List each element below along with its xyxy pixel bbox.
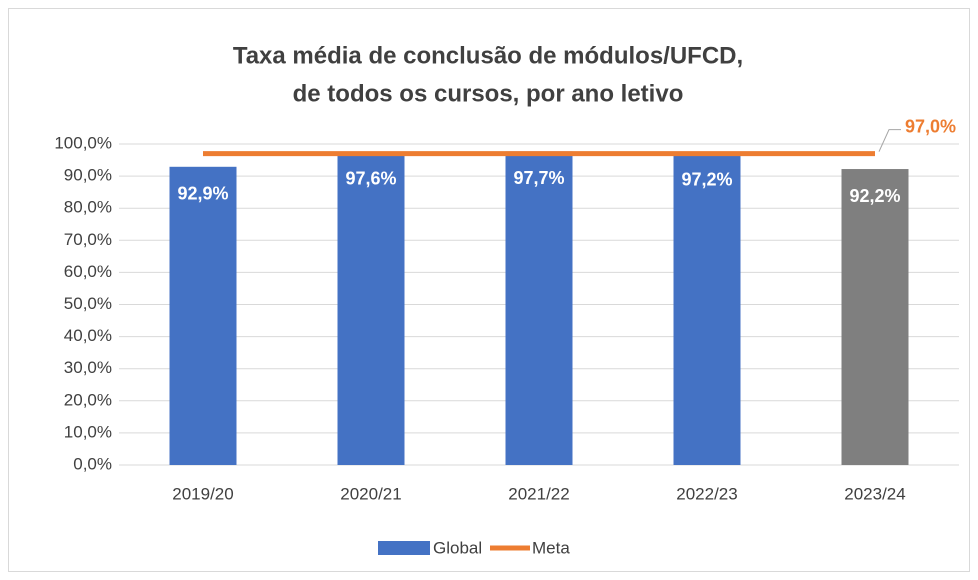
bar [337,151,405,466]
legend-swatch [378,541,430,555]
y-tick-label: 0,0% [73,454,112,473]
legend-label: Meta [532,538,570,557]
x-tick-label: 2022/23 [676,484,737,503]
y-tick-label: 30,0% [64,358,112,377]
y-tick-label: 90,0% [64,166,112,185]
x-tick-label: 2019/20 [172,484,233,503]
y-tick-label: 60,0% [64,262,112,281]
bar [169,166,237,465]
chart-title: de todos os cursos, por ano letivo [293,80,684,107]
legend-label: Global [433,538,482,557]
data-label: 92,9% [177,184,228,204]
y-tick-label: 70,0% [64,230,112,249]
y-tick-label: 10,0% [64,422,112,441]
y-tick-label: 20,0% [64,390,112,409]
data-label: 92,2% [849,186,900,206]
y-tick-label: 100,0% [54,133,112,152]
data-label: 97,7% [513,168,564,188]
y-tick-label: 40,0% [64,326,112,345]
bar [841,169,909,465]
x-tick-label: 2021/22 [508,484,569,503]
x-tick-label: 2020/21 [340,484,401,503]
data-label: 97,2% [681,170,732,190]
y-tick-label: 50,0% [64,294,112,313]
y-tick-label: 80,0% [64,198,112,217]
leader-line [878,129,901,152]
chart-title: Taxa média de conclusão de módulos/UFCD, [233,42,743,69]
bar [505,151,573,465]
data-label: 97,0% [905,116,956,136]
x-tick-label: 2023/24 [844,484,905,503]
bar [673,152,741,465]
data-label: 97,6% [345,168,396,188]
chart-border [8,8,970,572]
